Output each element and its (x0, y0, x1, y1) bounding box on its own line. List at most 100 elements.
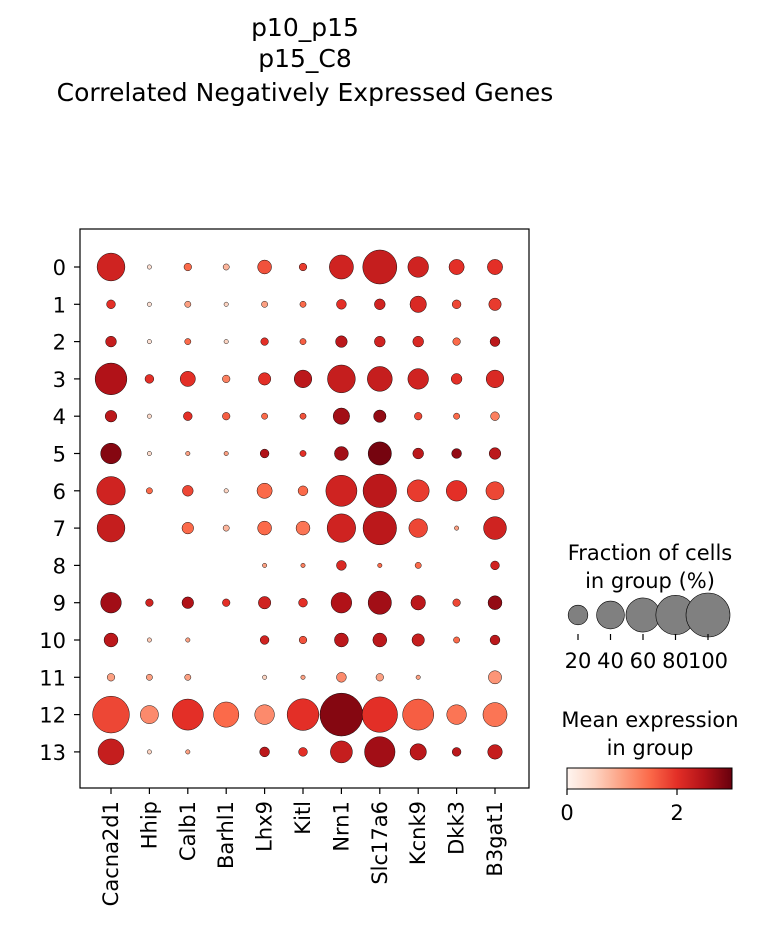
dot (146, 339, 152, 345)
dot (488, 447, 502, 460)
dot (295, 520, 311, 536)
dot (97, 738, 125, 766)
dot (299, 338, 307, 345)
x-tick-label: Kitl (291, 801, 315, 835)
dot (336, 560, 347, 571)
y-tick-label: 6 (53, 480, 66, 504)
dot (448, 259, 465, 275)
color-legend-title-line-2: in group (607, 736, 694, 760)
y-tick-label: 13 (39, 741, 66, 765)
dot (482, 702, 508, 727)
dot (94, 362, 128, 395)
dot (185, 451, 191, 456)
dot (362, 473, 397, 508)
y-tick-label: 0 (53, 256, 66, 280)
dot (261, 300, 268, 308)
dot (185, 637, 191, 643)
dot (362, 249, 398, 285)
x-tick-label: Lhx9 (253, 801, 277, 852)
dot (96, 252, 126, 282)
dot (487, 259, 503, 275)
x-tick-label: Calb1 (176, 801, 200, 861)
dot (319, 692, 364, 737)
dot (406, 479, 430, 503)
dot (100, 442, 122, 465)
dot (487, 595, 503, 610)
dot (362, 511, 397, 546)
dot (256, 482, 273, 499)
dot (213, 701, 240, 728)
y-tick-label: 11 (39, 666, 66, 690)
dot (402, 698, 434, 731)
dot (146, 264, 152, 270)
dot (412, 335, 424, 348)
y-tick-label: 2 (53, 331, 66, 355)
y-tick-label: 4 (53, 405, 66, 429)
dot (372, 632, 387, 648)
dot (374, 298, 386, 310)
size-legend-label: 40 (597, 649, 624, 673)
y-tick-label: 1 (53, 293, 66, 317)
dot (490, 411, 500, 421)
dot (92, 695, 130, 734)
dot (336, 672, 347, 683)
dot (326, 513, 356, 543)
dot (299, 450, 307, 457)
dot (96, 513, 126, 543)
dot (172, 698, 204, 731)
dot (330, 740, 353, 764)
dot (105, 335, 117, 348)
size-legend-title: Fraction of cells in group (%) (568, 541, 733, 593)
dot (411, 633, 425, 647)
dot (483, 516, 507, 540)
dot (415, 674, 421, 680)
title-line-3: Correlated Negatively Expressed Genes (57, 78, 554, 107)
dot (485, 369, 505, 388)
title-line-1: p10_p15 (251, 13, 359, 42)
dot (329, 254, 354, 280)
x-tick-label: Dkk3 (445, 801, 469, 855)
dot (489, 634, 501, 646)
dot (487, 744, 503, 760)
dot (257, 520, 272, 536)
color-legend-title: Mean expression in group (561, 708, 738, 760)
dot (327, 364, 356, 394)
dot (489, 336, 501, 347)
size-legend-dot (685, 592, 731, 638)
dot (100, 592, 122, 614)
dot (298, 598, 308, 608)
dot (106, 299, 116, 309)
dot (374, 335, 386, 348)
dot (454, 525, 460, 531)
size-legend-dots: 20 40 60 80 100 (565, 592, 731, 673)
x-tick-label: Cacna2d1 (99, 801, 123, 906)
dot (414, 412, 423, 421)
dot (222, 263, 230, 271)
dot (414, 562, 422, 569)
dot (261, 412, 268, 420)
dot (222, 412, 231, 421)
dot (298, 747, 308, 757)
dot (332, 407, 350, 425)
dot (410, 595, 426, 611)
dot (300, 674, 306, 680)
dot (183, 411, 193, 421)
dot (144, 374, 155, 384)
plot-frame (79, 228, 530, 789)
dot (260, 337, 269, 346)
dot (485, 481, 505, 501)
dot (179, 371, 196, 387)
dot (262, 674, 268, 680)
y-tick-label: 10 (39, 629, 66, 653)
x-tick-label: Nrn1 (329, 801, 353, 852)
colorbar-tick-label: 0 (560, 801, 573, 825)
x-axis: Cacna2d1 Hhip Calb1 Barhl1 Lhx9 Kitl Nrn1 Slc17… (99, 788, 507, 906)
dot (453, 636, 460, 644)
dot (183, 262, 192, 272)
colorbar (566, 767, 733, 790)
dot (407, 256, 429, 278)
dot (375, 673, 384, 682)
dot (96, 476, 126, 506)
x-tick-label: Slc17a6 (368, 801, 392, 885)
